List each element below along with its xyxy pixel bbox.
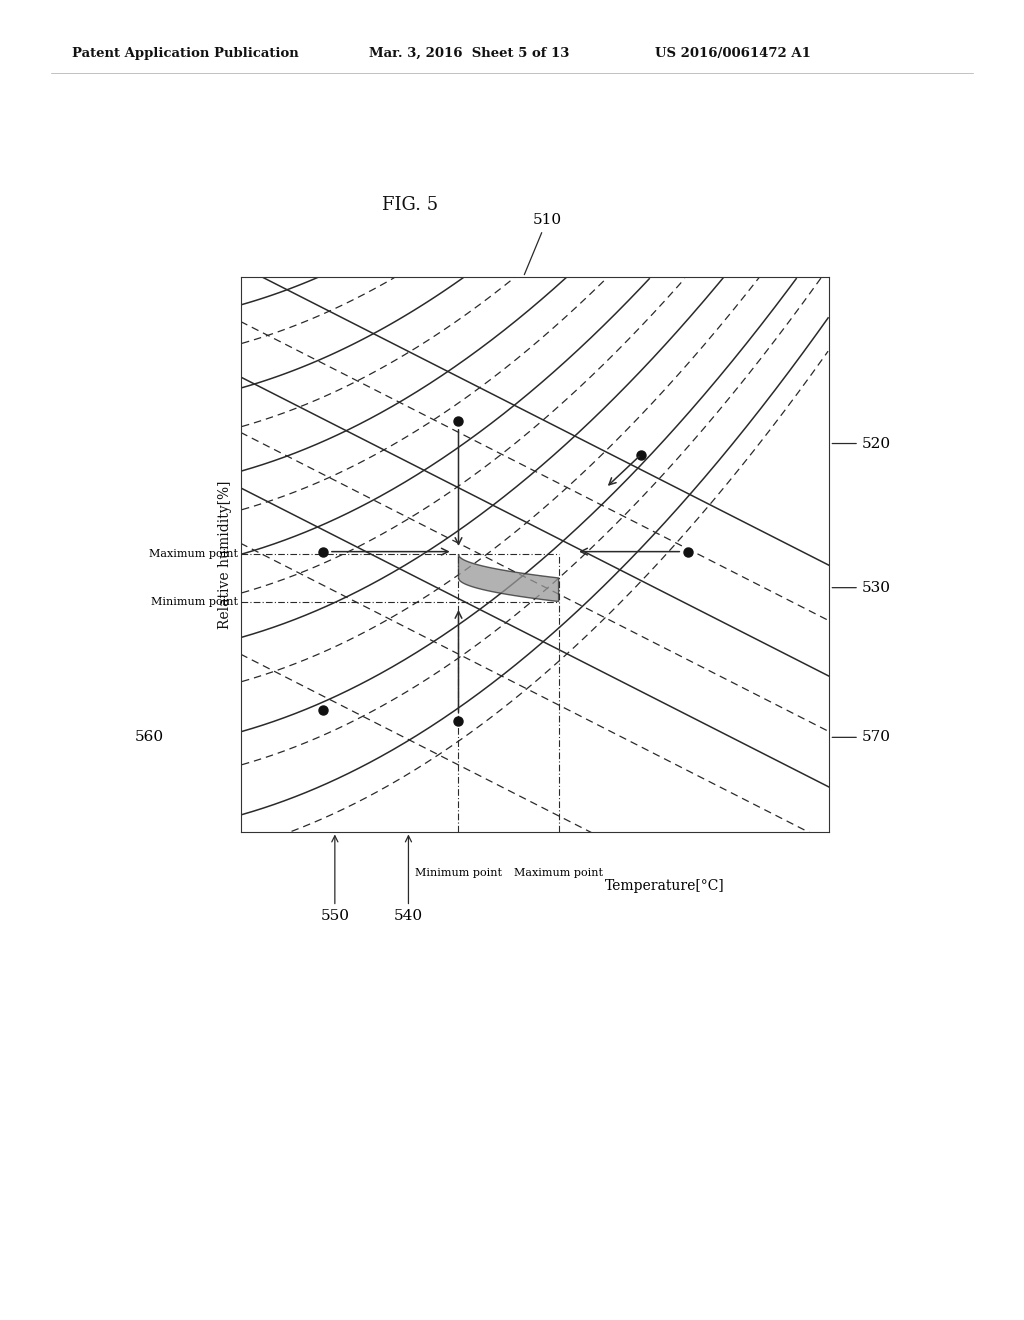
Polygon shape (459, 554, 559, 602)
Text: Mar. 3, 2016  Sheet 5 of 13: Mar. 3, 2016 Sheet 5 of 13 (369, 46, 569, 59)
Text: Patent Application Publication: Patent Application Publication (72, 46, 298, 59)
Text: Maximum point: Maximum point (148, 549, 238, 560)
Text: FIG. 5: FIG. 5 (382, 195, 437, 214)
Text: 520: 520 (833, 437, 891, 450)
Text: 550: 550 (321, 836, 349, 923)
Text: 540: 540 (394, 836, 423, 923)
Y-axis label: Relative humidity[%]: Relative humidity[%] (218, 480, 232, 628)
Text: Temperature[°C]: Temperature[°C] (605, 879, 724, 892)
Text: 510: 510 (524, 214, 561, 275)
Text: Minimum point: Minimum point (151, 597, 238, 606)
Text: Minimum point: Minimum point (415, 867, 502, 878)
Text: 560: 560 (135, 730, 164, 744)
Text: 530: 530 (833, 581, 891, 595)
Text: 570: 570 (833, 730, 891, 744)
Text: Maximum point: Maximum point (514, 867, 603, 878)
Text: US 2016/0061472 A1: US 2016/0061472 A1 (655, 46, 811, 59)
